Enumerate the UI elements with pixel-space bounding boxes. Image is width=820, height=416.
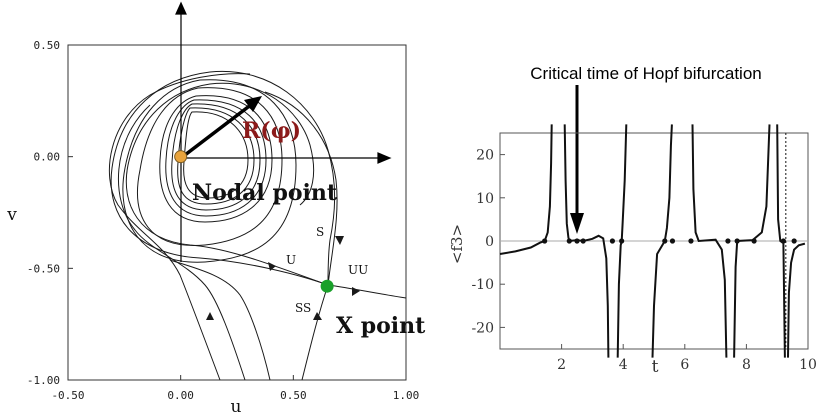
phase-plot-frame [67,44,407,381]
spiral-orbit-3 [171,103,261,211]
phase-y-tick-label: 0.00 [34,151,61,164]
stable-manifold-top [264,91,338,286]
time-x-axis-label: t [652,357,659,377]
time-x-tick-label: 8 [742,357,751,373]
time-x-tick-label: 6 [680,357,689,373]
radius-label: R(φ) [242,118,301,144]
arrow-left-branch [206,312,214,320]
phase-tick-marks [67,44,407,381]
lower-trajectory-3 [169,259,271,381]
phase-y-tick-label: 0.50 [34,39,61,52]
f3-zero-marker [688,238,694,244]
phase-y-axis-label: v [6,205,17,225]
vertical-axis-arrowhead [175,1,187,15]
time-y-tick-label: 10 [476,191,494,207]
horizontal-axis-arrowhead [377,152,392,164]
lower-trajectory-2 [118,104,246,381]
trajectory-curves [108,70,407,381]
f3-curve-segment [499,124,553,255]
spiral-orbit-5 [183,111,249,199]
phase-tick-labels: -0.50 0.00 0.50 1.00 0.50 0.00 -0.50 -1.00 [27,39,419,402]
arrow-s [335,236,344,245]
branch-label-ss: SS [295,301,311,315]
hopf-arrow [570,85,584,234]
hopf-arrowhead [570,213,584,234]
f3-zero-marker [542,238,548,244]
arrow-u [268,262,276,271]
unstable-manifold-right [327,284,407,299]
f3-markers [542,238,797,244]
time-x-tick-label: 2 [557,357,566,373]
f3-zero-marker [791,238,797,244]
unstable-manifold-left [125,82,329,286]
phase-x-axis-label: u [231,397,242,416]
branch-label-s: S [316,225,324,239]
phase-portrait: -0.50 0.00 0.50 1.00 0.50 0.00 -0.50 -1.00 u v [6,1,426,416]
time-y-tick-label: 20 [476,148,494,164]
phase-x-tick-label: -0.50 [51,389,84,402]
time-x-tick-label: 4 [619,357,628,373]
phase-x-tick-label: 1.00 [393,389,420,402]
arrow-ss [313,312,322,320]
outer-orbit-1 [137,87,283,246]
x-point-label: X point [336,313,426,339]
f3-zero-marker [619,238,625,244]
lower-trajectory-1 [108,73,251,381]
f3-zero-marker [734,238,740,244]
time-series-plot: Critical time of Hopf bifurcation 2 4 6 8 10… [448,64,817,377]
time-y-tick-label: -10 [471,277,494,293]
spiral-orbit-2 [165,99,267,217]
branch-label-u: U [286,253,296,267]
branch-label-uu: UU [348,263,368,277]
phase-x-tick-label: 0.00 [167,389,194,402]
f3-zero-marker [574,238,580,244]
f3-curve-segment [787,242,806,358]
time-y-axis-label: <f3> [448,224,466,264]
stable-manifold-bottom [301,284,329,381]
radius-vector [179,96,262,160]
phase-y-tick-label: -1.00 [27,374,60,387]
spiral-orbit-1 [159,95,273,223]
time-y-tick-label: -20 [471,320,494,336]
outer-orbit-2 [122,79,297,263]
time-x-tick-label: 10 [799,357,817,373]
nodal-point-label: Nodal point [192,180,338,206]
time-y-tick-label: 0 [485,234,494,250]
radius-vector-arrowhead [244,96,262,112]
phase-x-tick-label: 0.50 [280,389,307,402]
f3-zero-marker [780,238,786,244]
time-tick-labels: 2 4 6 8 10 20 10 0 -10 -20 [471,148,816,373]
x-point-marker [320,279,334,293]
outer-loop [110,70,336,286]
f3-zero-marker [662,238,668,244]
f3-zero-marker [725,238,731,244]
f3-curve-segment [651,124,673,358]
f3-curve-segment [691,124,728,358]
f3-curve-segment [776,124,786,358]
arrow-uu [352,287,360,296]
f3-zero-marker [566,238,572,244]
hopf-title: Critical time of Hopf bifurcation [530,64,761,83]
radius-vector-line [179,102,254,160]
f3-zero-marker [669,238,676,244]
spiral-orbit-4 [177,107,255,205]
origin-axes [175,1,392,262]
f3-zero-marker [580,238,586,244]
nodal-point-marker [174,150,188,164]
f3-zero-marker [751,238,757,244]
f3-zero-marker [609,238,616,244]
direction-arrows [206,236,360,320]
phase-y-tick-label: -0.50 [27,262,60,275]
